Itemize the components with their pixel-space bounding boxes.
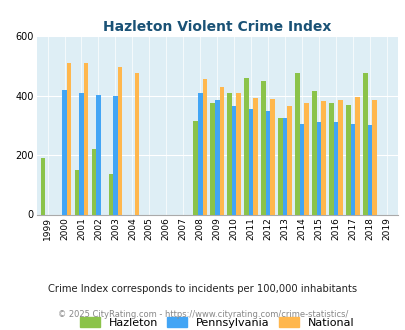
Bar — [193, 121, 198, 214]
Bar — [362, 74, 367, 215]
Bar — [304, 103, 308, 214]
Text: © 2025 CityRating.com - https://www.cityrating.com/crime-statistics/: © 2025 CityRating.com - https://www.city… — [58, 310, 347, 319]
Bar — [270, 99, 274, 214]
Bar — [108, 175, 113, 215]
Bar — [75, 170, 79, 215]
Bar — [117, 67, 122, 214]
Bar — [198, 93, 202, 214]
Bar — [328, 103, 333, 214]
Bar — [337, 100, 342, 214]
Bar — [62, 90, 67, 214]
Bar — [236, 93, 241, 214]
Bar — [367, 124, 371, 214]
Bar — [294, 74, 299, 215]
Bar — [219, 87, 224, 214]
Bar — [320, 101, 325, 214]
Bar — [113, 96, 117, 214]
Bar — [244, 78, 248, 214]
Bar — [311, 91, 316, 214]
Bar — [231, 106, 236, 214]
Bar — [210, 103, 214, 214]
Bar — [248, 109, 253, 214]
Bar — [354, 97, 359, 214]
Bar — [92, 149, 96, 214]
Bar — [253, 98, 257, 214]
Text: Crime Index corresponds to incidents per 100,000 inhabitants: Crime Index corresponds to incidents per… — [48, 284, 357, 294]
Bar — [96, 95, 100, 214]
Bar — [287, 106, 291, 214]
Bar — [316, 122, 320, 214]
Bar — [214, 100, 219, 214]
Bar — [79, 93, 83, 214]
Bar — [265, 111, 270, 214]
Bar — [67, 63, 71, 214]
Bar — [83, 63, 88, 214]
Legend: Hazleton, Pennsylvania, National: Hazleton, Pennsylvania, National — [76, 313, 358, 330]
Bar — [277, 118, 282, 214]
Bar — [134, 74, 139, 215]
Bar — [260, 81, 265, 214]
Bar — [299, 124, 304, 214]
Bar — [371, 100, 376, 214]
Bar — [202, 79, 207, 214]
Bar — [345, 105, 350, 214]
Bar — [282, 118, 287, 214]
Bar — [40, 158, 45, 214]
Bar — [350, 124, 354, 214]
Bar — [227, 93, 231, 214]
Bar — [333, 122, 337, 214]
Title: Hazleton Violent Crime Index: Hazleton Violent Crime Index — [103, 20, 330, 34]
